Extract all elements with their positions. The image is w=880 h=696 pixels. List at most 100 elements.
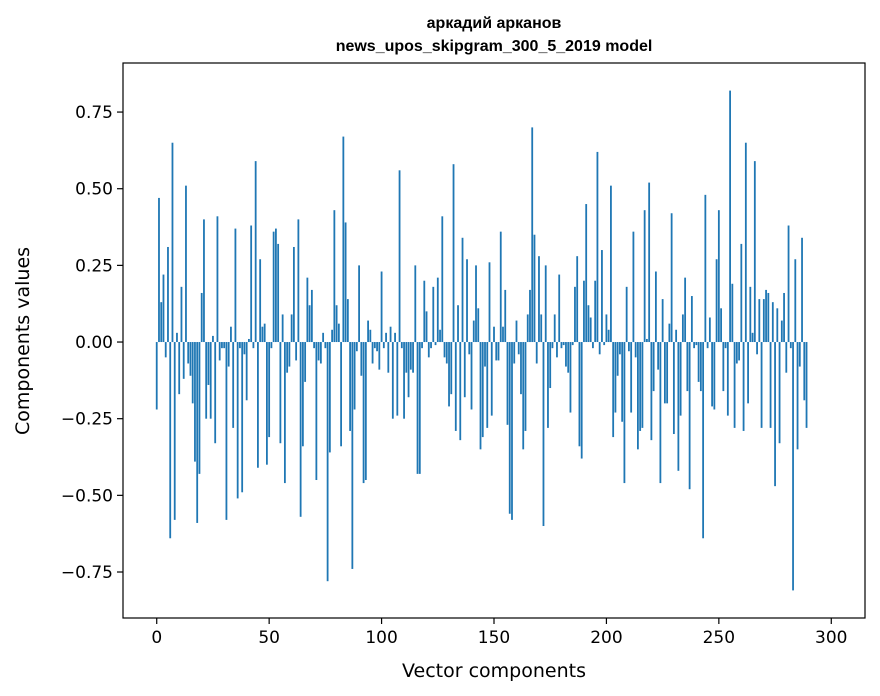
bar (724, 342, 727, 349)
bar (526, 314, 529, 343)
bar (765, 289, 767, 343)
bar (717, 210, 720, 343)
bar (391, 342, 394, 419)
bar (722, 342, 725, 392)
bar (654, 271, 657, 343)
bar (666, 342, 669, 404)
bar (200, 292, 203, 343)
bar (585, 204, 588, 343)
bar (551, 342, 554, 349)
bar (475, 265, 477, 343)
bar (565, 342, 567, 367)
bar (254, 161, 257, 343)
bar (248, 338, 250, 343)
bar (679, 342, 682, 416)
bar (490, 342, 493, 416)
bar (358, 265, 360, 343)
bar (337, 323, 340, 343)
bar (576, 256, 579, 343)
bar (452, 164, 455, 343)
bar (216, 216, 219, 343)
bar (612, 342, 615, 438)
bar (400, 342, 403, 349)
bar (688, 342, 691, 490)
bar (549, 342, 552, 389)
bar (427, 342, 430, 358)
bar (227, 342, 230, 367)
bar (212, 335, 214, 343)
bar (787, 225, 790, 343)
bar (780, 320, 783, 343)
bar (657, 342, 660, 370)
bar (299, 342, 302, 517)
bar (187, 342, 190, 364)
bar (740, 243, 743, 343)
bar (259, 259, 262, 343)
bar (223, 342, 226, 349)
chart-subtitle: news_upos_skipgram_300_5_2019 model (336, 38, 653, 55)
bar (708, 317, 711, 343)
bar (194, 342, 196, 462)
bar (488, 262, 491, 343)
bar (205, 342, 208, 419)
bar (371, 342, 374, 364)
bar (389, 326, 392, 343)
y-tick-label: 0.00 (75, 333, 113, 353)
bar (454, 342, 457, 431)
bar (353, 342, 356, 410)
bar (605, 314, 608, 343)
bar (767, 292, 770, 343)
bar (560, 342, 563, 349)
bar (695, 342, 698, 346)
y-tick-label: 0.25 (75, 256, 113, 276)
bar (270, 342, 273, 349)
bar (535, 342, 538, 364)
bar (628, 342, 630, 352)
bar (623, 342, 626, 484)
bar (230, 326, 232, 343)
bar (158, 197, 160, 343)
bar (661, 299, 664, 343)
bar (414, 265, 417, 343)
bar (450, 342, 453, 395)
bar (544, 265, 547, 343)
bar (376, 342, 378, 352)
bar (308, 305, 311, 343)
bar (801, 237, 803, 343)
bar (189, 342, 192, 376)
bar (785, 342, 788, 373)
bar (403, 342, 405, 419)
bar (160, 302, 163, 343)
bar (547, 342, 549, 428)
bar (481, 342, 484, 438)
x-tick-label: 300 (815, 628, 847, 648)
bar (634, 342, 637, 358)
bar (733, 342, 736, 428)
bar (637, 342, 639, 450)
bar (760, 342, 763, 428)
bar (203, 219, 205, 343)
bar (542, 342, 545, 527)
x-axis-label: Vector components (402, 660, 586, 682)
bar (176, 332, 178, 343)
bar (432, 286, 435, 343)
y-axis-label: Components values (12, 247, 34, 435)
bar (504, 289, 507, 343)
bar (663, 342, 666, 404)
bar (180, 286, 183, 343)
bar (580, 342, 583, 459)
bar (171, 142, 174, 343)
bar (164, 342, 167, 358)
bar (632, 231, 635, 343)
bar (439, 329, 441, 343)
bar (463, 342, 466, 398)
bar (508, 342, 511, 514)
bar (288, 342, 291, 367)
bar (459, 342, 462, 441)
bar (266, 342, 268, 465)
bar (520, 342, 522, 395)
bar (441, 216, 444, 343)
bar (558, 274, 561, 343)
bar (749, 286, 752, 343)
